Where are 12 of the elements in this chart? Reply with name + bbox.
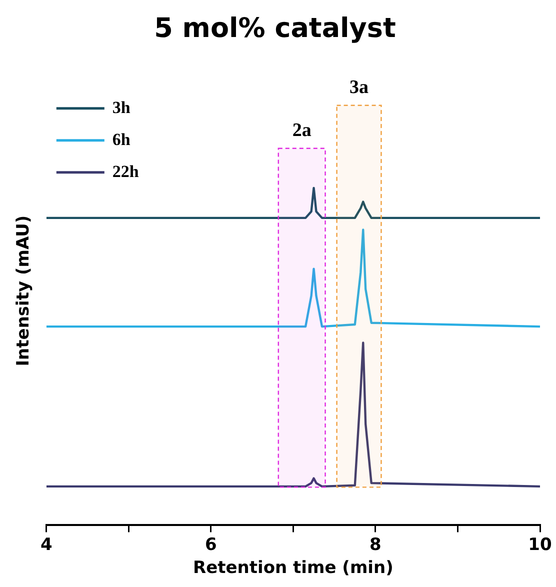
legend-label: 3h — [112, 98, 131, 117]
x-tick-label: 10 — [528, 534, 552, 555]
chart-title: 5 mol% catalyst — [154, 13, 396, 44]
band-label: 2a — [292, 120, 312, 141]
band-label: 3a — [350, 76, 370, 98]
legend-label: 22h — [112, 162, 140, 181]
x-tick-label: 4 — [40, 534, 52, 555]
x-axis-title: Retention time (min) — [193, 558, 394, 578]
y-axis-title: Intensity (mAU) — [14, 215, 34, 366]
x-tick-label: 8 — [370, 534, 382, 555]
legend-label: 6h — [112, 130, 131, 149]
x-tick-label: 6 — [205, 534, 217, 555]
